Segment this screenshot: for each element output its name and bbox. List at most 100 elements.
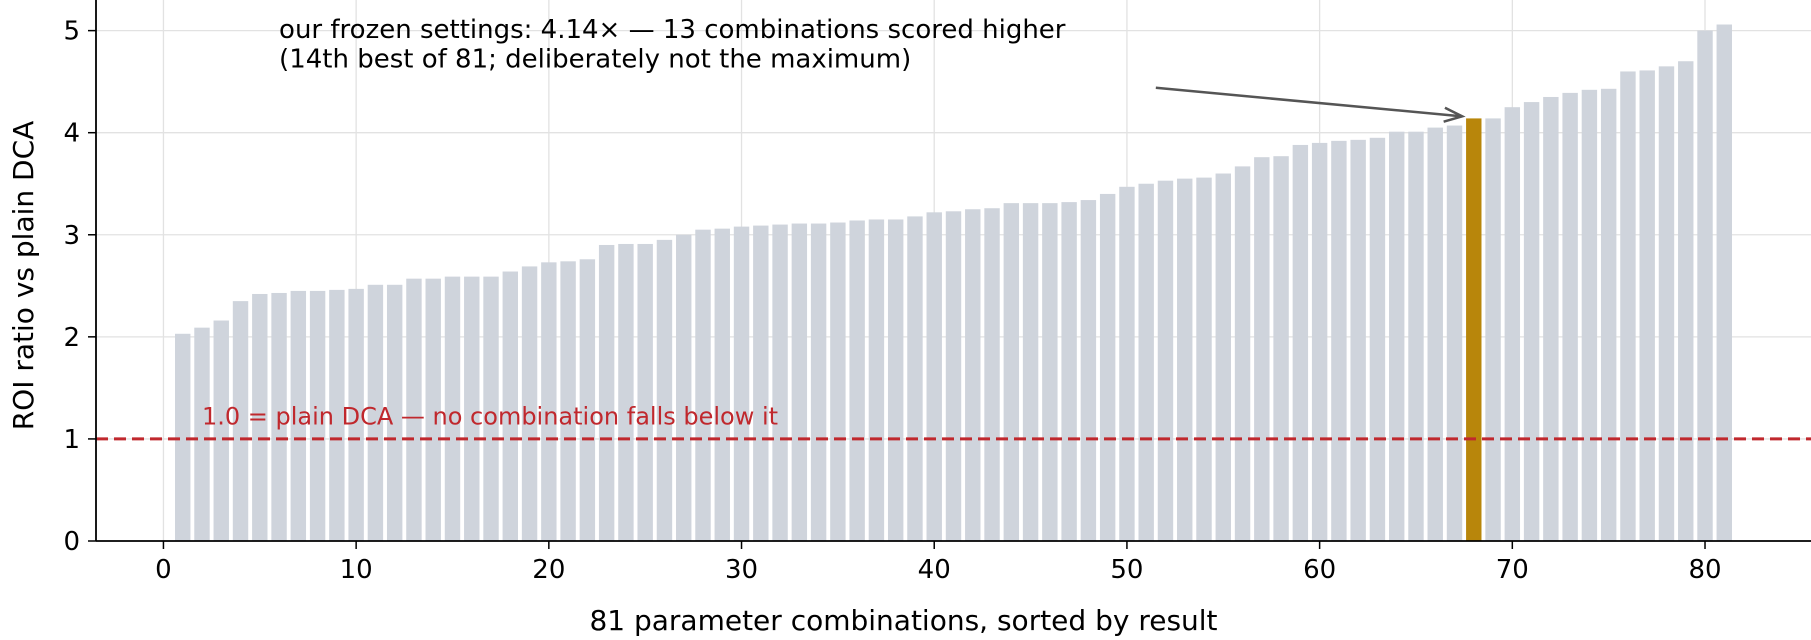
bar bbox=[1292, 144, 1309, 541]
bar bbox=[367, 284, 384, 541]
bar bbox=[1042, 203, 1058, 541]
annotation-arrow bbox=[1155, 86, 1466, 123]
bar bbox=[502, 271, 519, 541]
bar bbox=[926, 212, 942, 541]
y-tick-label: 3 bbox=[63, 221, 80, 251]
x-tick-label: 80 bbox=[1688, 555, 1721, 585]
bar bbox=[1600, 88, 1617, 541]
bar bbox=[1697, 30, 1713, 541]
bar bbox=[1543, 96, 1559, 541]
bar bbox=[560, 261, 576, 541]
bar bbox=[849, 220, 865, 541]
bar bbox=[1562, 92, 1578, 541]
bar bbox=[830, 222, 846, 541]
reference-line-label: 1.0 = plain DCA — no combination falls b… bbox=[202, 403, 778, 431]
bars bbox=[175, 24, 1732, 541]
bar bbox=[541, 262, 557, 541]
bar bbox=[309, 290, 326, 541]
bar bbox=[1658, 66, 1675, 541]
bar bbox=[1157, 180, 1174, 541]
bar bbox=[791, 223, 808, 541]
bar bbox=[1022, 203, 1039, 541]
highlighted-bar bbox=[1466, 118, 1482, 541]
bar bbox=[1003, 203, 1020, 541]
bar bbox=[1446, 125, 1463, 541]
bar bbox=[290, 290, 307, 541]
y-tick-label: 5 bbox=[63, 17, 80, 47]
bar bbox=[887, 219, 904, 541]
bar bbox=[579, 259, 596, 541]
bar bbox=[213, 320, 229, 541]
bar bbox=[714, 228, 730, 541]
y-tick-label: 0 bbox=[63, 527, 80, 557]
annotation-line-1: our frozen settings: 4.14× — 13 combinat… bbox=[279, 15, 1066, 45]
bar bbox=[1273, 156, 1289, 541]
bar bbox=[425, 278, 441, 541]
bar bbox=[1196, 177, 1212, 541]
bar bbox=[1388, 131, 1405, 541]
bar bbox=[1678, 61, 1694, 541]
bar bbox=[868, 219, 885, 541]
arrow-shaft bbox=[1155, 86, 1463, 118]
bar bbox=[521, 266, 538, 541]
bar bbox=[1581, 89, 1598, 541]
bar bbox=[1177, 178, 1193, 541]
bar bbox=[618, 243, 634, 541]
bar bbox=[1408, 131, 1424, 541]
bar bbox=[810, 223, 827, 541]
bar bbox=[1350, 139, 1366, 541]
x-tick-label: 0 bbox=[155, 555, 172, 585]
bar bbox=[637, 243, 653, 541]
x-tick-label: 50 bbox=[1110, 555, 1143, 585]
bar bbox=[232, 301, 249, 541]
tick-labels: 0 10 20 30 40 50 60 70 80 0 1 2 3 4 5 bbox=[63, 17, 1721, 585]
bar bbox=[907, 216, 923, 541]
bar bbox=[1099, 193, 1116, 541]
x-tick-label: 30 bbox=[725, 555, 758, 585]
bar bbox=[175, 333, 191, 541]
bar bbox=[386, 284, 403, 541]
bar bbox=[1254, 157, 1270, 541]
bar bbox=[1369, 137, 1386, 541]
bar bbox=[676, 234, 692, 541]
bar bbox=[656, 239, 673, 541]
bar bbox=[598, 244, 615, 541]
bar bbox=[984, 208, 1000, 541]
x-tick-label: 10 bbox=[340, 555, 373, 585]
bar bbox=[965, 209, 981, 541]
axes bbox=[88, 0, 1811, 549]
bar bbox=[1311, 142, 1328, 541]
x-tick-label: 60 bbox=[1303, 555, 1336, 585]
bar bbox=[1215, 173, 1231, 541]
bar bbox=[1716, 24, 1732, 541]
bar bbox=[695, 229, 711, 541]
bar bbox=[444, 276, 461, 541]
annotation-line-2: (14th best of 81; deliberately not the m… bbox=[279, 44, 911, 74]
y-tick-label: 2 bbox=[63, 323, 80, 353]
y-axis-label: ROI ratio vs plain DCA bbox=[7, 121, 40, 431]
bar bbox=[1485, 118, 1501, 541]
bar bbox=[772, 224, 788, 541]
bar bbox=[1504, 107, 1521, 541]
bar bbox=[1138, 183, 1154, 541]
bar bbox=[1234, 166, 1251, 541]
x-axis-label: 81 parameter combinations, sorted by res… bbox=[589, 604, 1217, 637]
bar bbox=[252, 293, 268, 541]
bar bbox=[271, 292, 287, 541]
x-tick-label: 40 bbox=[918, 555, 951, 585]
bar bbox=[733, 226, 750, 541]
bar bbox=[406, 278, 422, 541]
bar bbox=[1639, 70, 1655, 541]
y-tick-label: 1 bbox=[63, 425, 80, 455]
bar bbox=[348, 288, 364, 541]
bar bbox=[464, 276, 480, 541]
bar bbox=[1523, 102, 1540, 541]
bar bbox=[1427, 127, 1443, 541]
bar bbox=[194, 327, 210, 541]
bar bbox=[753, 225, 769, 541]
bar bbox=[1119, 186, 1135, 541]
bar bbox=[329, 289, 345, 541]
bar bbox=[1331, 140, 1347, 541]
bar bbox=[483, 276, 499, 541]
